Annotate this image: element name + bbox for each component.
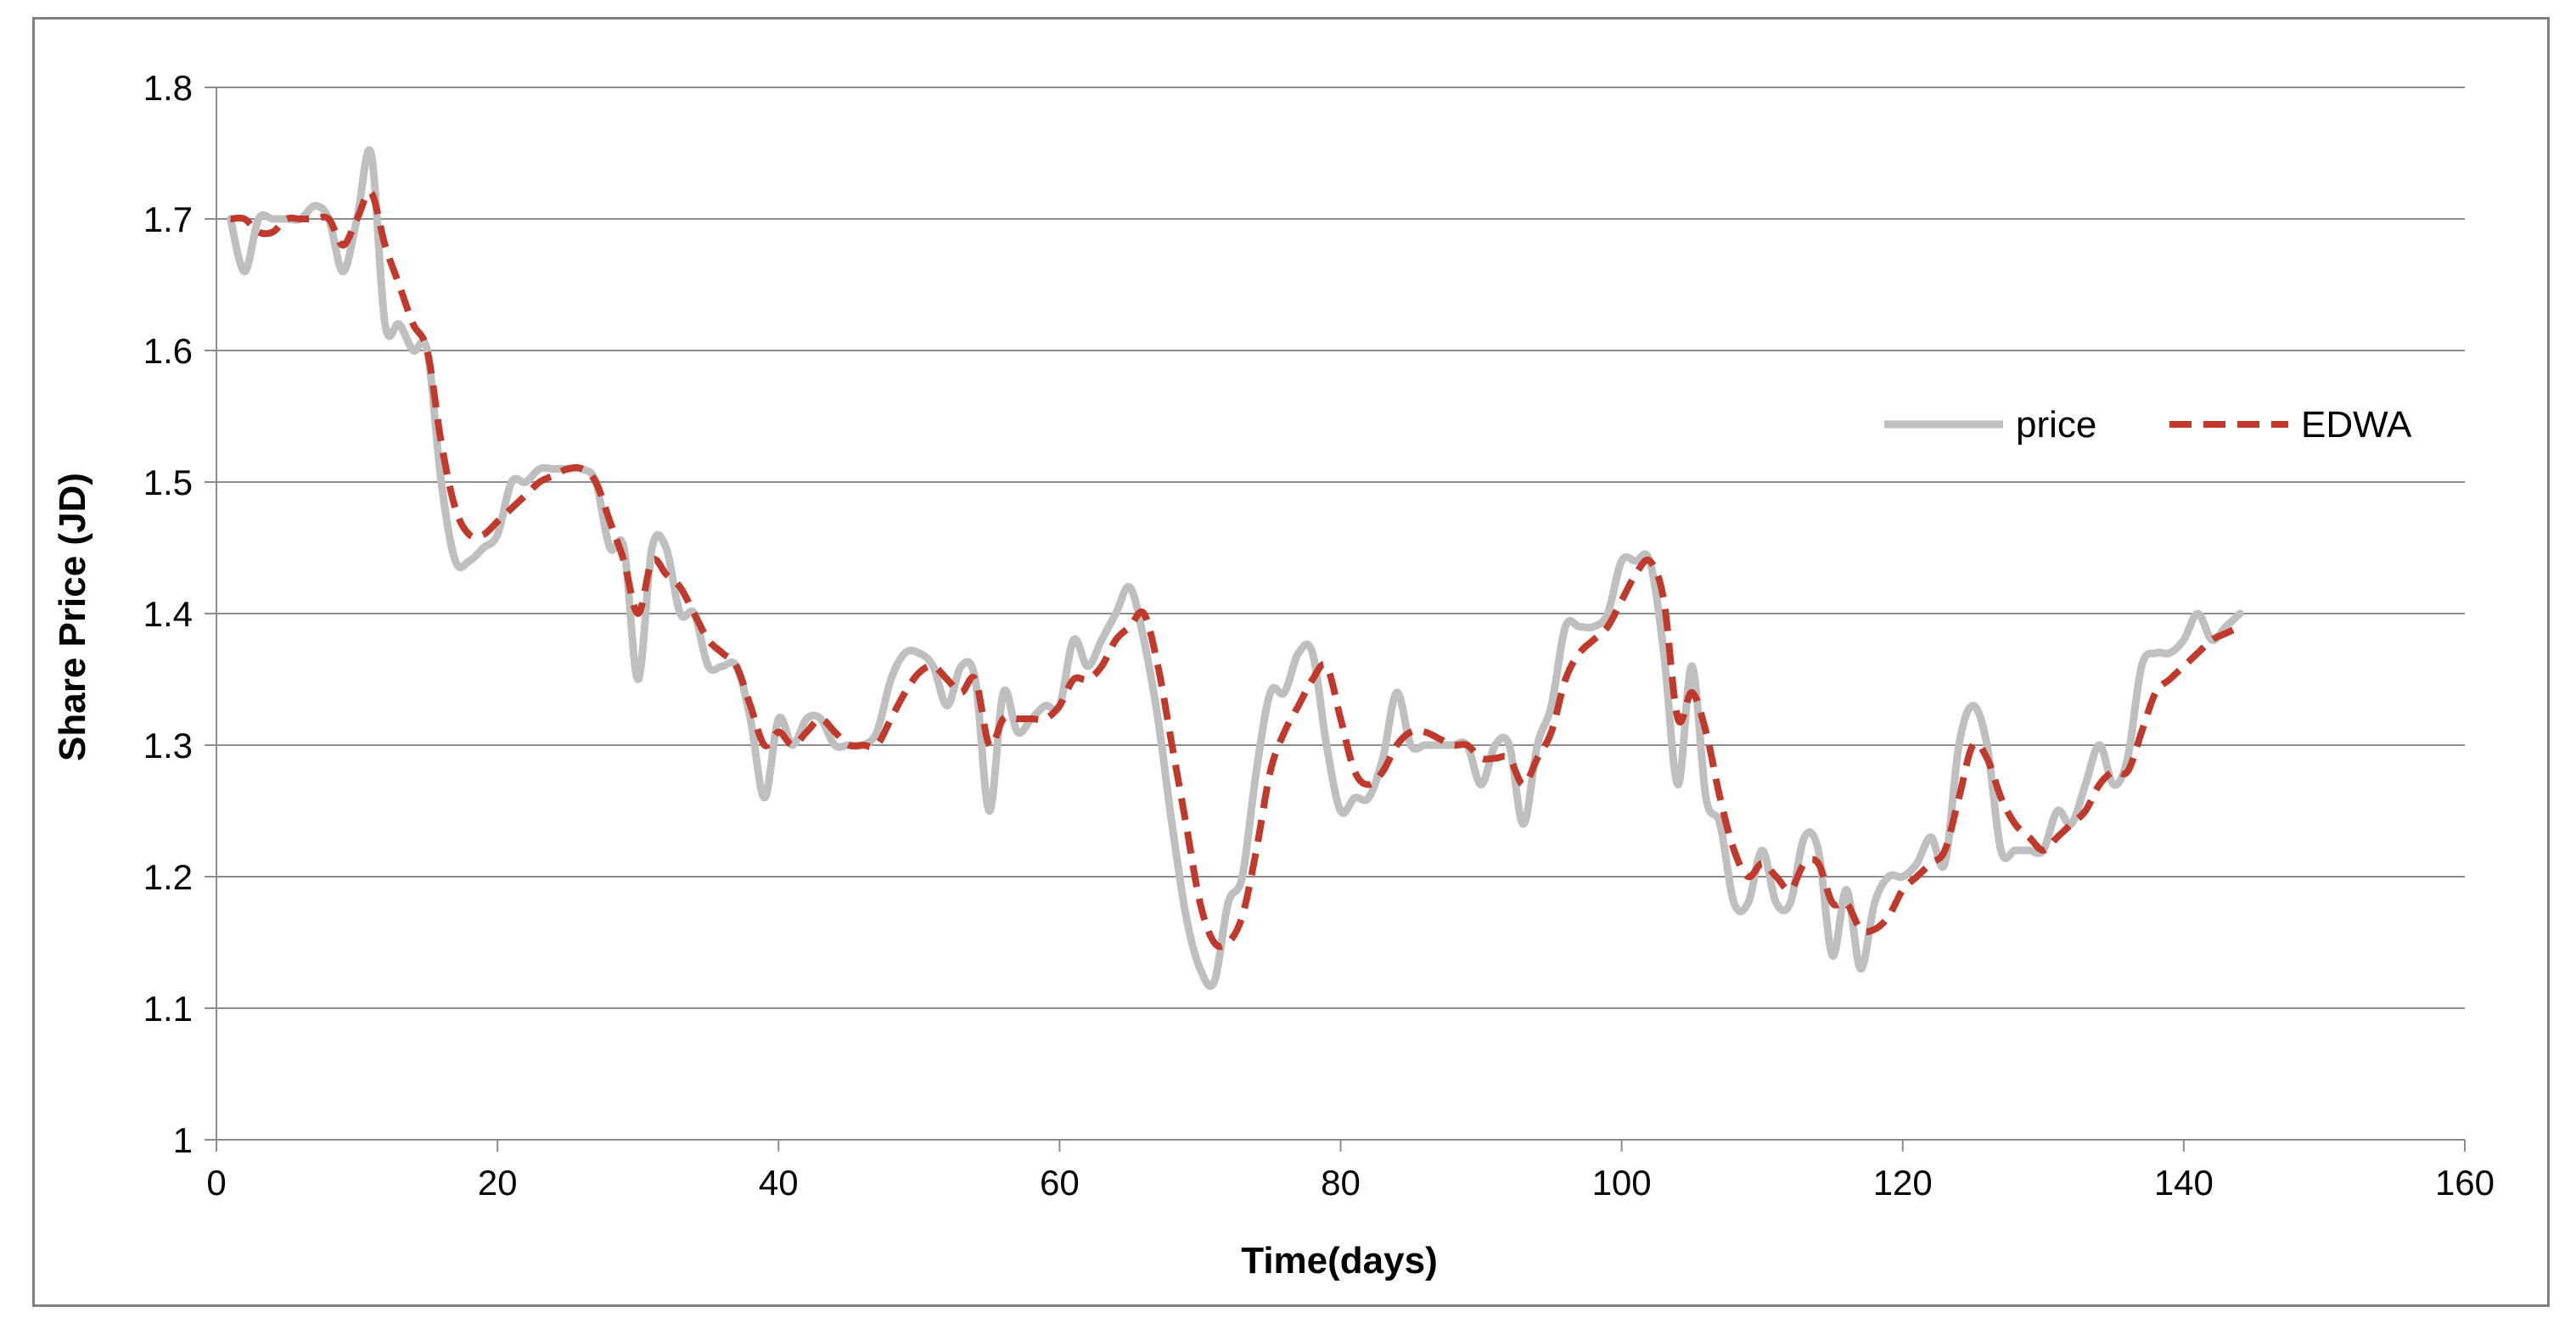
axes — [216, 87, 2466, 1152]
y-tick-label: 1.2 — [143, 857, 193, 897]
x-tick-label: 140 — [2154, 1163, 2214, 1203]
x-tick-label: 40 — [759, 1163, 799, 1203]
y-tick-label: 1.3 — [143, 726, 193, 765]
legend-label-edwa: EDWA — [2301, 404, 2412, 446]
y-tick-label: 1.7 — [143, 199, 193, 239]
legend: price EDWA — [1884, 404, 2412, 446]
legend-label-price: price — [2016, 404, 2096, 446]
x-tick-label: 80 — [1321, 1163, 1361, 1203]
y-tick-label: 1.8 — [143, 68, 193, 108]
y-tick-label: 1 — [173, 1120, 193, 1160]
gridlines — [205, 87, 2465, 1141]
x-tick-label: 120 — [1873, 1163, 1933, 1203]
x-tick-label: 60 — [1040, 1163, 1080, 1203]
y-tick-label: 1.4 — [143, 594, 193, 634]
y-tick-labels: 1 1.1 1.2 1.3 1.4 1.5 1.6 1.7 1.8 — [143, 68, 193, 1160]
x-tick-label: 100 — [1592, 1163, 1652, 1203]
y-tick-label: 1.6 — [143, 331, 193, 371]
x-tick-label: 160 — [2435, 1163, 2495, 1203]
series-lines — [227, 146, 2244, 990]
x-tick-label: 0 — [206, 1163, 226, 1203]
x-axis-title: Time(days) — [1241, 1240, 1438, 1281]
y-tick-label: 1.1 — [143, 989, 193, 1029]
y-tick-label: 1.5 — [143, 463, 193, 502]
x-tick-label: 20 — [478, 1163, 518, 1203]
y-axis-title: Share Price (JD) — [52, 473, 93, 761]
x-tick-labels: 0 20 40 60 80 100 120 140 160 — [206, 1163, 2495, 1203]
series-line-edwa — [230, 188, 2242, 950]
